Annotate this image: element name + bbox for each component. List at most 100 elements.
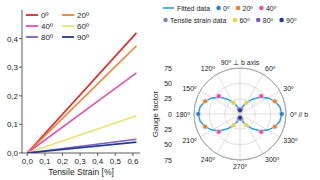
line-chart: 0,00,10,20,30,40,50,60,00,10,20,30,4Tens… bbox=[7, 10, 140, 177]
angle-tick-label: 90º ⊥ b axis bbox=[221, 59, 260, 66]
y-tick-label: 0,2 bbox=[7, 92, 19, 101]
angular-grid bbox=[240, 91, 280, 114]
x-tick-label: 0,3 bbox=[75, 157, 87, 166]
y-tick-label: 0,0 bbox=[7, 149, 19, 158]
angular-grid bbox=[217, 74, 240, 114]
x-tick bbox=[62, 153, 63, 156]
legend-label: 0º bbox=[41, 11, 48, 20]
y-tick bbox=[19, 38, 22, 39]
x-tick bbox=[132, 153, 133, 156]
legend-label: 90º bbox=[77, 33, 89, 42]
y-tick bbox=[19, 153, 22, 154]
legend-swatch bbox=[279, 18, 284, 23]
data-point bbox=[237, 107, 242, 112]
legend-label: 60º bbox=[77, 22, 89, 31]
angular-grid bbox=[240, 74, 263, 114]
fitted-line bbox=[198, 97, 281, 130]
legend-swatch bbox=[26, 36, 38, 38]
angle-tick-label: 120º bbox=[201, 65, 216, 72]
legend-swatch bbox=[62, 14, 74, 16]
page: {"chart_data": [ {"type": "line", "x_lab… bbox=[0, 0, 320, 180]
angular-grid bbox=[200, 91, 240, 114]
legend-swatch bbox=[62, 36, 74, 38]
x-tick-label: 0,0 bbox=[22, 157, 34, 166]
angle-tick-label: 180º bbox=[176, 111, 191, 118]
angle-tick-label: 30º bbox=[283, 85, 294, 92]
x-tick bbox=[115, 153, 116, 156]
data-point bbox=[244, 123, 249, 128]
series-line bbox=[27, 46, 136, 153]
y-tick-label: 0,4 bbox=[7, 35, 19, 44]
legend-swatch bbox=[256, 18, 261, 23]
radial-tick-label: 0 bbox=[168, 111, 172, 118]
data-point bbox=[244, 100, 249, 105]
y-axis-line bbox=[22, 10, 23, 153]
x-tick-label: 0,5 bbox=[110, 157, 122, 166]
angle-tick-label: 150º bbox=[182, 85, 197, 92]
radial-tick-label: 50 bbox=[164, 80, 172, 87]
radial-grid bbox=[194, 68, 286, 160]
x-tick-label: 0,1 bbox=[39, 157, 51, 166]
polar-frame bbox=[194, 68, 286, 160]
legend-label: 40º bbox=[41, 22, 53, 31]
y-tick bbox=[19, 124, 22, 125]
angle-tick-label: 0º // b bbox=[290, 111, 308, 118]
legend-label: 80º bbox=[263, 17, 274, 24]
radial-axis-title: Gauge factor bbox=[151, 91, 160, 138]
angle-tick-label: 270º bbox=[233, 163, 248, 170]
legend-swatch bbox=[163, 18, 168, 23]
series-line bbox=[27, 73, 136, 153]
series-line bbox=[27, 116, 136, 153]
angle-tick-label: 330º bbox=[283, 137, 298, 144]
data-point bbox=[279, 112, 284, 117]
radial-tick-label: 25 bbox=[164, 95, 172, 102]
legend-label: 0º bbox=[223, 5, 230, 12]
legend-swatch bbox=[236, 6, 241, 11]
x-tick bbox=[27, 153, 28, 156]
legend-swatch bbox=[216, 6, 221, 11]
radial-tick-label: 25 bbox=[164, 126, 172, 133]
legend-label: 90º bbox=[286, 17, 297, 24]
y-tick-label: 0,1 bbox=[7, 120, 19, 129]
data-point bbox=[259, 129, 264, 134]
x-tick-label: 0,6 bbox=[127, 157, 139, 166]
data-point bbox=[203, 124, 208, 129]
x-tick bbox=[80, 153, 81, 156]
angular-grid bbox=[240, 114, 280, 137]
figure: 0,00,10,20,30,40,50,60,00,10,20,30,4Tens… bbox=[0, 0, 320, 180]
data-point bbox=[238, 115, 243, 120]
data-point bbox=[231, 123, 236, 128]
legend-swatch bbox=[26, 14, 38, 16]
x-tick-label: 0,2 bbox=[57, 157, 69, 166]
angular-grid bbox=[240, 114, 286, 115]
data-point bbox=[238, 108, 243, 113]
angular-grid bbox=[217, 114, 240, 154]
y-tick bbox=[19, 67, 22, 68]
data-point bbox=[216, 129, 221, 134]
legend-label: Fitted data bbox=[177, 5, 210, 12]
angular-grid bbox=[200, 114, 240, 137]
series-line bbox=[27, 139, 136, 153]
angular-grid bbox=[240, 114, 263, 154]
legend-label: 20º bbox=[243, 5, 254, 12]
data-point bbox=[203, 99, 208, 104]
data-point bbox=[259, 94, 264, 99]
legend: Fitted data0º20º40ºTensile strain data60… bbox=[163, 5, 297, 24]
radial-tick-label: 75 bbox=[164, 157, 172, 164]
legend-label: Tensile strain data bbox=[170, 17, 227, 24]
legend-swatch bbox=[233, 18, 238, 23]
angle-tick-label: 240º bbox=[201, 156, 216, 163]
legend-label: 60º bbox=[239, 17, 250, 24]
plot-marks bbox=[196, 94, 284, 134]
legend-swatch bbox=[163, 7, 174, 9]
data-point bbox=[231, 100, 236, 105]
legend-swatch bbox=[26, 25, 38, 27]
polar-chart: 0º // b30º60º90º ⊥ b axis120º150º180º210… bbox=[151, 5, 308, 170]
x-tick bbox=[97, 153, 98, 156]
radial-tick-label: 75 bbox=[164, 65, 172, 72]
x-axis-line bbox=[22, 153, 140, 154]
plot-marks bbox=[27, 33, 136, 153]
angle-tick-label: 60º bbox=[265, 65, 276, 72]
series-line bbox=[27, 33, 136, 153]
series-line bbox=[27, 142, 136, 153]
